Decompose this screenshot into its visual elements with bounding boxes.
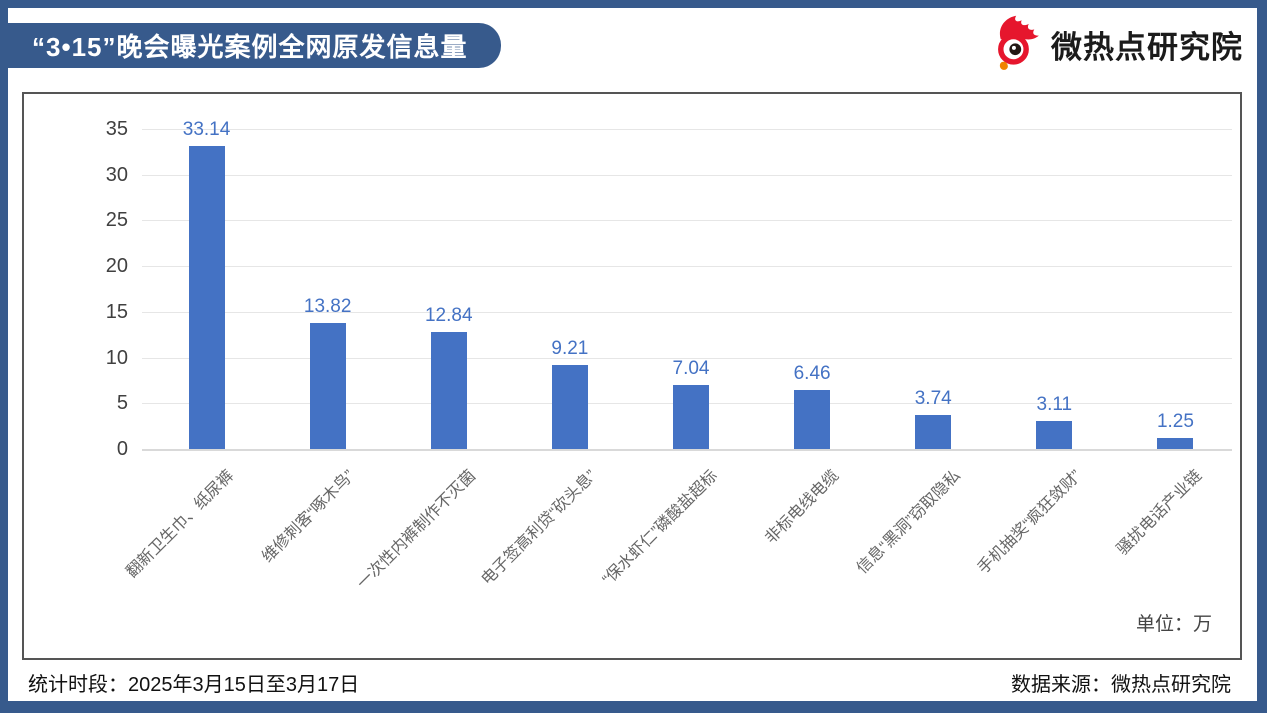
y-axis-tick-label: 30 xyxy=(105,163,128,186)
footer: 统计时段：2025年3月15日至3月17日 数据来源：微热点研究院 xyxy=(8,664,1257,700)
y-axis-tick-label: 5 xyxy=(116,392,128,415)
logo-text: 微热点研究院 xyxy=(1051,29,1243,65)
x-axis-category-label: 手机抽奖“疯狂敛财” xyxy=(974,467,1085,578)
logo: 微热点研究院 xyxy=(989,15,1243,73)
bar-value-label: 12.84 xyxy=(424,304,473,326)
bar xyxy=(673,384,709,449)
x-axis-category-label: 骚扰电话产业链 xyxy=(1114,467,1206,559)
bar-value-label: 3.11 xyxy=(1036,393,1073,415)
y-axis-tick-label: 20 xyxy=(105,255,128,278)
x-axis-category-label: 电子签高利贷“砍头息” xyxy=(478,467,601,589)
bar-value-label: 3.74 xyxy=(914,387,952,409)
gridline xyxy=(142,129,1232,130)
y-axis-tick-label: 25 xyxy=(105,209,128,232)
bar xyxy=(915,414,952,449)
x-axis-category-label: 维修刺客“啄木鸟” xyxy=(259,467,358,567)
bar-value-label: 33.14 xyxy=(182,119,231,140)
bar-value-label: 7.04 xyxy=(672,357,710,379)
weibo-eye-icon xyxy=(989,13,1047,76)
unit-label: 单位：万 xyxy=(1135,614,1212,635)
x-axis-category-label: 非标电线电缆 xyxy=(762,467,843,548)
bar xyxy=(1036,420,1073,449)
gridline xyxy=(142,311,1232,313)
bar-value-label: 6.46 xyxy=(793,362,831,384)
y-axis-tick-label: 35 xyxy=(105,118,128,140)
bar xyxy=(551,364,588,449)
gridline xyxy=(142,174,1232,176)
gridline xyxy=(142,220,1232,222)
bar xyxy=(794,389,831,449)
chart-panel: 单位：万 35 30 25 20 15 10 5 0 33.14 翻新卫生巾、纸尿裤 13.82 维修… xyxy=(22,92,1242,660)
x-axis-category-label: “保水虾仁”磷酸盐超标 xyxy=(599,467,722,589)
stat-period: 统计时段：2025年3月15日至3月17日 xyxy=(28,673,360,696)
bar xyxy=(188,146,225,449)
page-title: “3•15”晚会曝光案例全网原发信息量 xyxy=(32,32,468,62)
y-axis-tick-label: 15 xyxy=(105,300,128,323)
bar xyxy=(309,322,346,449)
bar xyxy=(1157,437,1194,449)
bar-value-label: 1.25 xyxy=(1156,410,1194,432)
bar-chart: 单位：万 35 30 25 20 15 10 5 0 33.14 翻新卫生巾、纸尿裤 13.82 维修… xyxy=(24,94,1240,658)
y-axis-tick-label: 0 xyxy=(116,438,128,460)
x-axis-category-label: 一次性内裤制作不灭菌 xyxy=(353,467,480,593)
bar-value-label: 9.21 xyxy=(551,337,589,359)
x-axis-category-label: 翻新卫生巾、纸尿裤 xyxy=(122,467,237,582)
bar xyxy=(430,331,467,449)
x-axis-category-label: 信息“黑洞”窃取隐私 xyxy=(853,467,964,578)
gridline xyxy=(142,266,1232,268)
bar-value-label: 13.82 xyxy=(303,295,352,317)
y-axis-tick-label: 10 xyxy=(105,346,128,369)
gridline xyxy=(142,449,1232,451)
data-source: 数据来源：微热点研究院 xyxy=(1011,673,1231,696)
gridline xyxy=(142,357,1232,359)
title-banner: “3•15”晚会曝光案例全网原发信息量 xyxy=(8,23,502,68)
